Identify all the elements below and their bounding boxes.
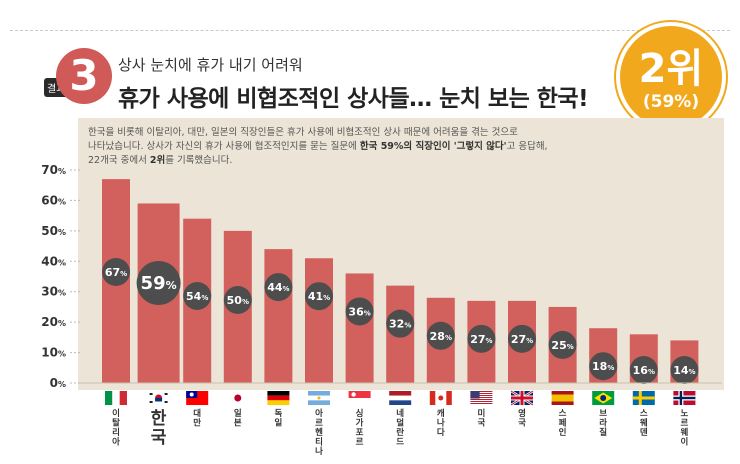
value-label: 44% (267, 281, 289, 294)
section-subtitle: 상사 눈치에 휴가 내기 어려워 (118, 56, 303, 74)
value-label-circle (305, 282, 333, 311)
value-label-circle (670, 356, 699, 384)
bar (305, 258, 333, 383)
chart-description: 한국을 비롯해 이탈리아, 대만, 일본의 직장인들은 휴가 사용에 비협조적인… (88, 126, 708, 168)
y-tick-label: 30% (41, 285, 66, 299)
y-tick-label: 60% (41, 193, 66, 207)
value-label: 54% (186, 290, 208, 303)
japan-flag-icon (226, 391, 249, 405)
description-line-3: 22개국 중에서 2위를 기록했습니다. (88, 154, 708, 168)
value-label-circle (183, 282, 212, 310)
uk-flag-icon (510, 389, 534, 407)
value-label-circle (629, 356, 658, 384)
sweden-flag-icon (632, 391, 655, 405)
y-tick-label: 20% (41, 315, 66, 329)
y-tick-label: 70% (41, 163, 66, 177)
value-label-circle (102, 258, 130, 286)
value-label: 16% (633, 364, 655, 377)
rank-main-text: 2위 (638, 46, 704, 92)
y-tick-label: 10% (41, 346, 66, 360)
value-label-circle (467, 324, 496, 353)
bar (264, 249, 293, 383)
y-tick-label: 40% (41, 254, 66, 268)
taiwan-flag-icon (186, 391, 209, 405)
spain-flag-icon (551, 391, 574, 405)
value-label: 14% (673, 364, 695, 377)
value-label: 41% (308, 290, 330, 303)
value-label-circle (426, 321, 455, 350)
description-text: 나타났습니다. 상사가 자신의 휴가 사용에 협조적인지를 묻는 질문에 (88, 141, 360, 152)
value-label-circle (264, 273, 293, 302)
value-label-circle (223, 286, 252, 314)
rank-badge: 2위 (59%) (620, 26, 722, 128)
value-label-circle (508, 324, 536, 353)
value-label-circle (386, 309, 415, 338)
y-tick-label: 50% (41, 224, 66, 238)
germany-flag-icon (267, 391, 290, 405)
italy-flag-icon (105, 391, 127, 405)
argentina-flag-icon (308, 391, 330, 405)
usa-flag-icon (470, 391, 493, 405)
singapore-flag-icon (348, 391, 371, 405)
description-text: 를 기록했습니다. (165, 155, 233, 166)
value-label-circle (345, 297, 374, 326)
value-label: 28% (430, 330, 452, 343)
value-label: 50% (227, 294, 249, 307)
value-label: 67% (105, 266, 127, 279)
korea-flag-icon (147, 391, 170, 405)
value-label: 59% (141, 273, 177, 294)
top-divider (10, 30, 730, 31)
description-text: 고 응답해, (506, 141, 548, 152)
norway-flag-icon (673, 391, 696, 405)
value-label-circle (589, 352, 618, 381)
value-label: 27% (470, 333, 492, 346)
y-tick-label: 0% (50, 376, 66, 390)
section-title: 휴가 사용에 비협조적인 상사들… 눈치 보는 한국! (118, 86, 589, 112)
description-emphasis: 2위 (149, 155, 166, 166)
netherlands-flag-icon (389, 391, 412, 405)
value-label-circle (136, 261, 181, 305)
description-line-2: 나타났습니다. 상사가 자신의 휴가 사용에 협조적인지를 묻는 질문에 한국 … (88, 140, 708, 154)
brazil-flag-icon (592, 391, 615, 405)
value-label: 25% (551, 339, 573, 352)
value-label: 32% (389, 318, 411, 331)
bar (345, 273, 374, 383)
description-text: 22개국 중에서 (88, 155, 150, 166)
value-label: 27% (511, 333, 533, 346)
description-emphasis: 한국 59%의 직장인이 '그렇지 않다' (359, 141, 507, 152)
value-label: 18% (592, 360, 614, 373)
rank-percent-text: (59%) (642, 92, 700, 112)
section-number-badge: 3 (56, 48, 112, 104)
value-label: 36% (348, 305, 370, 318)
value-label-circle (548, 330, 577, 359)
description-line-1: 한국을 비롯해 이탈리아, 대만, 일본의 직장인들은 휴가 사용에 비협조적인… (88, 127, 518, 138)
canada-flag-icon (429, 391, 452, 405)
